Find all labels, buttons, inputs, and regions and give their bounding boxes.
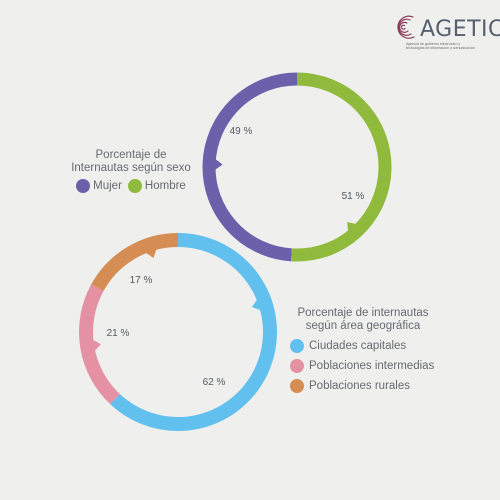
chart-title-geo: Porcentaje de internautas según área geo… [290, 307, 436, 333]
chart-title-geo-line1: Porcentaje de internautas [297, 307, 429, 319]
data-label-poblaciones-intermedias: 21 % [107, 328, 130, 339]
chart-title-sex-line2: Internautas según sexo [71, 162, 191, 174]
legend-label-rurales: Poblaciones rurales [309, 380, 411, 392]
legend-entry-mujer: Mujer [76, 179, 122, 193]
legend-entry-rurales: Poblaciones rurales [290, 379, 460, 393]
legend-label-hombre: Hombre [144, 180, 186, 192]
ring-segment-poblaciones-intermedias [79, 284, 120, 405]
legend-dot-capitales [290, 339, 304, 353]
logo-swirl-icon [397, 15, 415, 39]
pointer-poblaciones-rurales [145, 248, 157, 258]
data-label-poblaciones-rurales: 17 % [130, 275, 153, 286]
data-label-hombre: 51 % [342, 191, 365, 202]
legend-geo: Porcentaje de internautas según área geo… [290, 307, 460, 393]
legend-entry-intermedias: Poblaciones intermedias [290, 359, 460, 373]
pointer-ciudades-capitales [251, 298, 262, 311]
ring-segment-hombre [291, 72, 392, 262]
legend-dot-rurales [290, 379, 304, 393]
logo-subtitle: Agencia de gobierno electrónico y tecnol… [406, 42, 496, 50]
data-label-ciudades-capitales: 62 % [203, 377, 226, 388]
legend-sex-row: Mujer Hombre [66, 179, 196, 193]
data-label-mujer: 49 % [230, 126, 253, 137]
agetic-logo: AGETIC Agencia de gobierno electrónico y… [392, 11, 500, 51]
legend-entry-capitales: Ciudades capitales [290, 339, 460, 353]
pointer-mujer [214, 158, 223, 171]
legend-dot-mujer [76, 179, 91, 193]
ring-segment-ciudades-capitales [110, 233, 277, 431]
legend-entry-hombre: Hombre [127, 179, 186, 193]
legend-label-intermedias: Poblaciones intermedias [309, 360, 435, 372]
chart-title-sex-line1: Porcentaje de [95, 149, 167, 161]
logo-name: AGETIC [420, 17, 500, 42]
ring-chart-geo: 62 % 21 % 17 % [79, 233, 277, 431]
chart-title-geo-line2: según área geográfica [305, 320, 421, 332]
legend-dot-intermedias [290, 359, 304, 373]
logo-subtitle-line2: tecnologías de información y comunicació… [406, 46, 475, 51]
legend-dot-hombre [127, 179, 142, 193]
pointer-poblaciones-intermedias [92, 339, 101, 352]
legend-label-capitales: Ciudades capitales [309, 340, 407, 352]
legend-label-mujer: Mujer [93, 180, 122, 192]
ring-segment-poblaciones-rurales [91, 233, 179, 292]
chart-title-sex: Porcentaje de Internautas según sexo [66, 149, 196, 175]
pointer-hombre [347, 222, 357, 232]
logo-subtitle-line1: Agencia de gobierno electrónico y [406, 42, 461, 46]
ring-segment-mujer [202, 72, 298, 262]
ring-chart-sex: 49 % 51 % [202, 72, 392, 262]
legend-sex: Porcentaje de Internautas según sexo Muj… [66, 149, 196, 193]
